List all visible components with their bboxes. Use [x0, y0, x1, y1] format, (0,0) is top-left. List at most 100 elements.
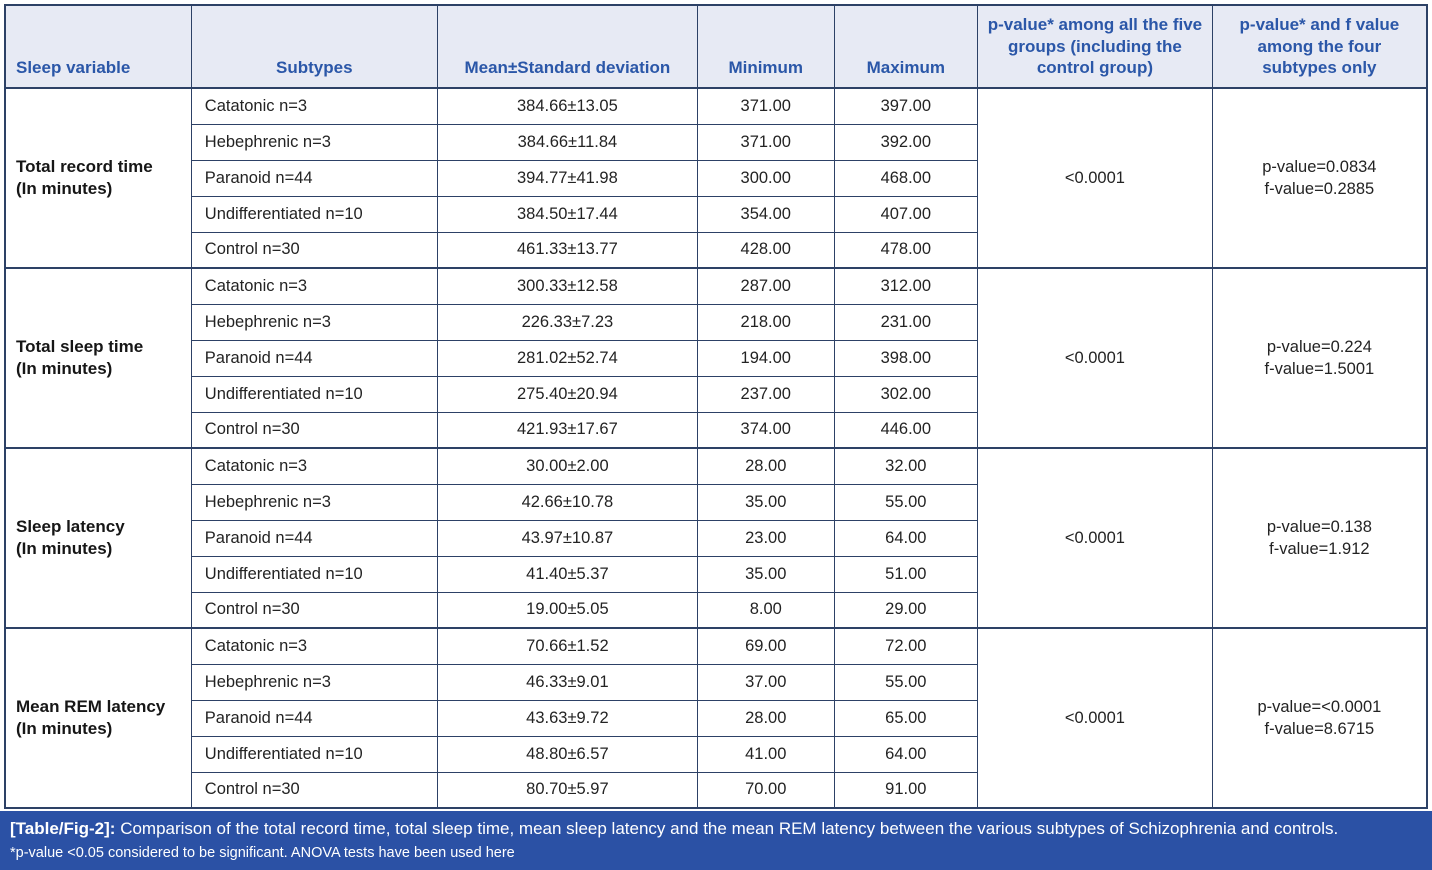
mean-sd-cell: 43.63±9.72: [436, 699, 699, 737]
variable-unit: (In minutes): [16, 719, 113, 738]
min-cell: 69.00: [697, 627, 835, 665]
subtype-cell: Undifferentiated n=10: [190, 195, 438, 233]
table-row: Control n=30 80.70±5.97 70.00 91.00: [5, 771, 1427, 809]
min-cell: 35.00: [697, 483, 835, 521]
table-row: Control n=30 19.00±5.05 8.00 29.00: [5, 591, 1427, 629]
table-row: Undifferentiated n=10 275.40±20.94 237.0…: [5, 375, 1427, 413]
subtype-cell: Catatonic n=3: [190, 627, 438, 665]
f-value-subtypes: f-value=1.5001: [1264, 360, 1375, 378]
subtype-cell: Paranoid n=44: [190, 339, 438, 377]
max-cell: 64.00: [833, 735, 979, 773]
max-cell: 397.00: [833, 87, 979, 125]
p-f-value-cell: p-value=<0.0001 f-value=8.6715: [1211, 627, 1428, 809]
subtype-cell: Undifferentiated n=10: [190, 375, 438, 413]
table-row: Mean REM latency (In minutes) Catatonic …: [4, 627, 1428, 809]
header-minimum: Minimum: [697, 4, 835, 89]
p-value-all-cell: <0.0001: [977, 267, 1213, 449]
subtype-cell: Control n=30: [190, 231, 438, 269]
max-cell: 29.00: [833, 591, 979, 629]
subtype-cell: Control n=30: [190, 411, 438, 449]
table-fig-tag: [Table/Fig-2]:: [10, 819, 116, 838]
max-cell: 64.00: [833, 519, 979, 557]
subtype-cell: Undifferentiated n=10: [190, 735, 438, 773]
header-mean-sd: Mean±Standard deviation: [436, 4, 699, 89]
subtype-cell: Catatonic n=3: [190, 87, 438, 125]
max-cell: 72.00: [833, 627, 979, 665]
caption-line: [Table/Fig-2]: Comparison of the total r…: [10, 818, 1422, 841]
table-row: Hebephrenic n=3 46.33±9.01 37.00 55.00: [5, 663, 1427, 701]
table-row: Undifferentiated n=10 384.50±17.44 354.0…: [5, 195, 1427, 233]
mean-sd-cell: 42.66±10.78: [436, 483, 699, 521]
mean-sd-cell: 30.00±2.00: [436, 447, 699, 485]
min-cell: 354.00: [697, 195, 835, 233]
mean-sd-cell: 275.40±20.94: [436, 375, 699, 413]
mean-sd-cell: 70.66±1.52: [436, 627, 699, 665]
p-value-all-cell: <0.0001: [977, 627, 1213, 809]
max-cell: 231.00: [833, 303, 979, 341]
subtype-cell: Hebephrenic n=3: [190, 483, 438, 521]
header-sleep-variable: Sleep variable: [4, 4, 192, 89]
min-cell: 35.00: [697, 555, 835, 593]
p-value-subtypes: p-value=0.138: [1266, 517, 1372, 536]
min-cell: 28.00: [697, 447, 835, 485]
max-cell: 446.00: [833, 411, 979, 449]
subtype-cell: Undifferentiated n=10: [190, 555, 438, 593]
max-cell: 478.00: [833, 231, 979, 269]
mean-sd-cell: 384.66±13.05: [436, 87, 699, 125]
subtype-cell: Hebephrenic n=3: [190, 123, 438, 161]
min-cell: 300.00: [697, 159, 835, 197]
min-cell: 287.00: [697, 267, 835, 305]
subtype-cell: Catatonic n=3: [190, 267, 438, 305]
max-cell: 91.00: [833, 771, 979, 809]
header-p-f-value-subtypes: p-value* and f value among the four subt…: [1211, 4, 1428, 89]
max-cell: 51.00: [833, 555, 979, 593]
max-cell: 312.00: [833, 267, 979, 305]
table-row: Control n=30 461.33±13.77 428.00 478.00: [5, 231, 1427, 269]
min-cell: 371.00: [697, 123, 835, 161]
p-f-value-cell: p-value=0.138 f-value=1.912: [1211, 447, 1428, 629]
min-cell: 70.00: [697, 771, 835, 809]
mean-sd-cell: 421.93±17.67: [436, 411, 699, 449]
max-cell: 65.00: [833, 699, 979, 737]
min-cell: 28.00: [697, 699, 835, 737]
variable-name: Mean REM latency: [16, 696, 166, 716]
variable-cell: Mean REM latency (In minutes): [4, 627, 192, 809]
max-cell: 398.00: [833, 339, 979, 377]
max-cell: 468.00: [833, 159, 979, 197]
min-cell: 37.00: [697, 663, 835, 701]
mean-sd-cell: 226.33±7.23: [436, 303, 699, 341]
mean-sd-cell: 394.77±41.98: [436, 159, 699, 197]
variable-cell: Sleep latency (In minutes): [4, 447, 192, 629]
min-cell: 23.00: [697, 519, 835, 557]
caption-text: Comparison of the total record time, tot…: [120, 819, 1339, 838]
mean-sd-cell: 19.00±5.05: [436, 591, 699, 629]
mean-sd-cell: 300.33±12.58: [436, 267, 699, 305]
min-cell: 237.00: [697, 375, 835, 413]
mean-sd-cell: 46.33±9.01: [436, 663, 699, 701]
table-row: Sleep latency (In minutes) Catatonic n=3…: [4, 447, 1428, 629]
table-row: Hebephrenic n=3 384.66±11.84 371.00 392.…: [5, 123, 1427, 161]
variable-cell: Total record time (In minutes): [4, 87, 192, 269]
p-value-subtypes: p-value=0.0834: [1262, 157, 1377, 176]
table-row: Total record time (In minutes) Catatonic…: [4, 87, 1428, 269]
mean-sd-cell: 48.80±6.57: [436, 735, 699, 773]
mean-sd-cell: 461.33±13.77: [436, 231, 699, 269]
mean-sd-cell: 41.40±5.37: [436, 555, 699, 593]
footnote-text: *p-value <0.05 considered to be signific…: [10, 844, 515, 861]
p-value-all-cell: <0.0001: [977, 87, 1213, 269]
table-row: Total sleep time (In minutes) Catatonic …: [4, 267, 1428, 449]
max-cell: 392.00: [833, 123, 979, 161]
max-cell: 55.00: [833, 663, 979, 701]
subtype-cell: Paranoid n=44: [190, 519, 438, 557]
mean-sd-cell: 43.97±10.87: [436, 519, 699, 557]
table-caption-bar: [Table/Fig-2]: Comparison of the total r…: [0, 811, 1432, 870]
f-value-subtypes: f-value=1.912: [1269, 540, 1370, 558]
subtype-cell: Paranoid n=44: [190, 159, 438, 197]
header-maximum: Maximum: [833, 4, 979, 89]
min-cell: 194.00: [697, 339, 835, 377]
table-row: Undifferentiated n=10 41.40±5.37 35.00 5…: [5, 555, 1427, 593]
subtype-cell: Hebephrenic n=3: [190, 663, 438, 701]
max-cell: 407.00: [833, 195, 979, 233]
variable-name: Sleep latency: [16, 516, 125, 536]
subtype-cell: Paranoid n=44: [190, 699, 438, 737]
